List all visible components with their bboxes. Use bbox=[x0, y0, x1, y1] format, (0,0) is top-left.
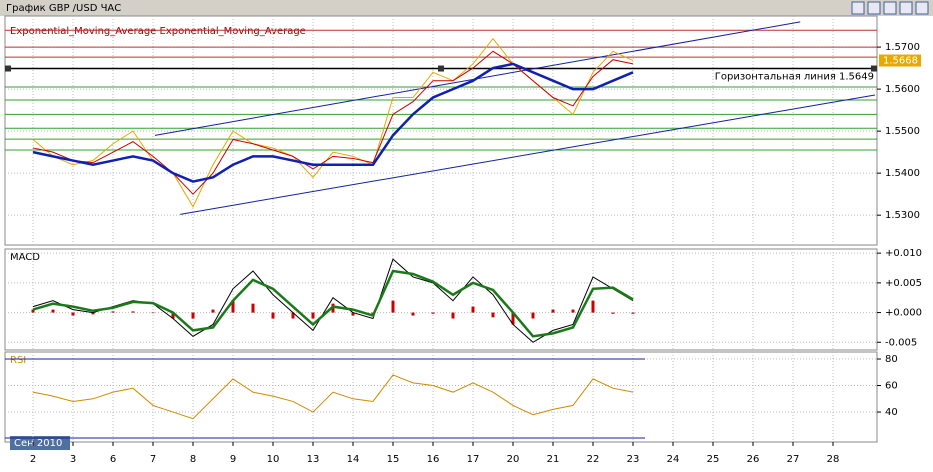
y-tick-label: +0.005 bbox=[885, 278, 922, 289]
price-line bbox=[32, 50, 634, 195]
histogram-bar bbox=[131, 311, 135, 313]
histogram-bar bbox=[251, 303, 255, 313]
rsi-line bbox=[32, 374, 634, 420]
histogram-bar bbox=[531, 312, 535, 319]
y-tick-label: 1.5600 bbox=[885, 84, 920, 95]
restore-button[interactable] bbox=[883, 1, 897, 15]
close-button[interactable] bbox=[915, 1, 929, 15]
x-tick-label: 24 bbox=[667, 454, 680, 465]
legend: Exponential_Moving_Average Exponential_M… bbox=[10, 26, 306, 37]
x-tick-label: 27 bbox=[787, 454, 800, 465]
rsi-label: RSI bbox=[10, 355, 26, 366]
y-tick-label: -0.005 bbox=[885, 337, 917, 348]
y-tick-label: 80 bbox=[885, 354, 898, 365]
histogram-bar bbox=[411, 312, 415, 316]
histogram-bar bbox=[51, 309, 55, 313]
histogram-bar bbox=[291, 312, 295, 319]
x-tick-label: 7 bbox=[150, 454, 156, 465]
x-tick-label: 13 bbox=[307, 454, 320, 465]
y-tick-label: 60 bbox=[885, 381, 898, 392]
histogram-bar bbox=[171, 312, 175, 319]
histogram-bar bbox=[271, 312, 275, 319]
period-label: Сен 2010 bbox=[14, 438, 62, 449]
macd-line bbox=[32, 269, 634, 338]
y-tick-label: 40 bbox=[885, 407, 898, 418]
x-tick-label: 8 bbox=[190, 454, 196, 465]
minimize-button[interactable] bbox=[867, 1, 881, 15]
help-button[interactable] bbox=[851, 1, 865, 15]
histogram-bar bbox=[231, 300, 235, 313]
y-tick-label: +0.010 bbox=[885, 248, 922, 259]
histogram-bar bbox=[511, 312, 515, 325]
histogram-bar bbox=[471, 306, 475, 313]
x-tick-label: 16 bbox=[427, 454, 440, 465]
hline-label: Горизонтальная линия 1.5649 bbox=[715, 72, 874, 83]
x-tick-label: 26 bbox=[747, 454, 760, 465]
x-tick-label: 10 bbox=[267, 454, 280, 465]
histogram-bar bbox=[571, 309, 575, 313]
title-bar bbox=[0, 0, 933, 16]
histogram-bar bbox=[31, 309, 35, 313]
x-tick-label: 15 bbox=[387, 454, 400, 465]
macd-label: MACD bbox=[10, 252, 40, 263]
price-panel bbox=[4, 15, 878, 246]
x-tick-label: 2 bbox=[30, 454, 36, 465]
line-handle bbox=[871, 65, 877, 72]
x-tick-label: 9 bbox=[230, 454, 236, 465]
x-tick-label: 22 bbox=[587, 454, 600, 465]
x-tick-label: 17 bbox=[467, 454, 480, 465]
histogram-bar bbox=[391, 300, 395, 313]
histogram-bar bbox=[311, 312, 315, 319]
histogram-bar bbox=[451, 312, 455, 319]
histogram-bar bbox=[631, 312, 635, 314]
histogram-bar bbox=[71, 312, 75, 316]
x-tick-label: 20 bbox=[507, 454, 520, 465]
y-tick-label: 1.5400 bbox=[885, 168, 920, 179]
line-handle bbox=[438, 65, 444, 72]
x-tick-label: 14 bbox=[347, 454, 360, 465]
histogram-bar bbox=[491, 312, 495, 318]
x-tick-label: 28 bbox=[827, 454, 840, 465]
histogram-bar bbox=[191, 312, 195, 319]
last-price-box bbox=[879, 54, 921, 67]
maximize-button[interactable] bbox=[899, 1, 913, 15]
histogram-bar bbox=[351, 312, 355, 316]
window-title: График GBP /USD ЧАС bbox=[6, 3, 121, 14]
window-buttons[interactable] bbox=[851, 1, 929, 15]
rsi-panel bbox=[4, 351, 878, 443]
x-tick-label: 23 bbox=[627, 454, 640, 465]
macd-panel bbox=[4, 248, 878, 351]
histogram-bar bbox=[611, 312, 615, 314]
histogram-bar bbox=[151, 312, 155, 314]
channel-line bbox=[180, 94, 876, 215]
x-tick-label: 25 bbox=[707, 454, 720, 465]
histogram-bar bbox=[91, 312, 95, 315]
price-line bbox=[32, 62, 634, 183]
histogram-bar bbox=[111, 311, 115, 313]
histogram-bar bbox=[551, 309, 555, 313]
period-box bbox=[10, 436, 70, 450]
x-tick-label: 21 bbox=[547, 454, 560, 465]
chart-background bbox=[0, 16, 933, 472]
histogram-bar bbox=[211, 309, 215, 313]
y-tick-label: 1.5500 bbox=[885, 126, 920, 137]
y-tick-label: 1.5700 bbox=[885, 42, 920, 53]
line-handle bbox=[5, 65, 11, 72]
y-tick-label: 1.5300 bbox=[885, 210, 920, 221]
y-tick-label: +0.000 bbox=[885, 308, 922, 319]
histogram-bar bbox=[431, 312, 435, 314]
histogram-bar bbox=[591, 300, 595, 313]
last-price: 1.5668 bbox=[883, 56, 918, 67]
x-tick-label: 6 bbox=[110, 454, 116, 465]
x-tick-label: 3 bbox=[70, 454, 76, 465]
